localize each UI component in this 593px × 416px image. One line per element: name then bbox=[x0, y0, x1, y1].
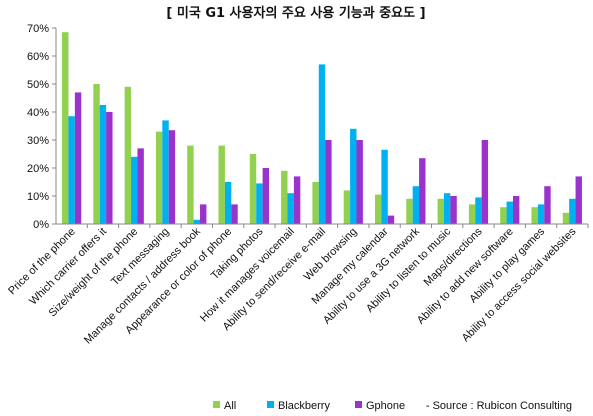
bar-gphone bbox=[512, 196, 520, 224]
y-tick-label: 50% bbox=[27, 79, 49, 91]
bar-blackberry bbox=[443, 193, 451, 224]
y-tick-label: 70% bbox=[27, 23, 49, 35]
bar-blackberry bbox=[131, 156, 138, 224]
bar-gphone bbox=[325, 140, 332, 224]
y-tick-label: 40% bbox=[27, 107, 49, 119]
bar-gphone bbox=[544, 186, 551, 224]
bar-all bbox=[562, 212, 570, 224]
legend-swatch-blackberry bbox=[267, 401, 274, 408]
bar-blackberry bbox=[475, 197, 482, 224]
chart-title: [ 미국 G1 사용자의 주요 사용 기능과 중요도 ] bbox=[166, 5, 425, 21]
bar-gphone bbox=[137, 148, 144, 224]
bar-gphone bbox=[106, 112, 113, 224]
legend-label-blackberry: Blackberry bbox=[278, 400, 330, 412]
legend-label-gphone: Gphone bbox=[366, 400, 405, 412]
bar-gphone bbox=[419, 158, 426, 224]
x-tick-label: Ability to access social websites bbox=[460, 225, 579, 344]
bar-blackberry bbox=[287, 193, 294, 224]
bar-gphone bbox=[231, 204, 238, 224]
bar-all bbox=[62, 32, 69, 225]
source-note: - Source : Rubicon Consulting bbox=[426, 400, 572, 412]
bar-all bbox=[531, 207, 538, 224]
bar-all bbox=[281, 170, 288, 224]
bar-all bbox=[218, 145, 225, 224]
bar-gphone bbox=[168, 130, 176, 224]
bar-all bbox=[93, 84, 100, 224]
bar-gphone bbox=[450, 196, 457, 224]
bar-gphone bbox=[293, 176, 301, 224]
bar-gphone bbox=[575, 176, 582, 224]
bar-blackberry bbox=[224, 182, 232, 224]
legend-label-all: All bbox=[224, 400, 236, 412]
bar-gphone bbox=[387, 215, 395, 224]
bar-gphone bbox=[200, 204, 207, 224]
y-tick-label: 10% bbox=[27, 191, 49, 203]
bar-blackberry bbox=[381, 149, 388, 224]
bar-blackberry bbox=[537, 204, 545, 224]
bar-blackberry bbox=[99, 105, 107, 224]
bar-all bbox=[406, 198, 413, 224]
bar-blackberry bbox=[318, 64, 326, 225]
bar-all bbox=[249, 154, 257, 224]
bar-blackberry bbox=[506, 201, 513, 224]
y-tick-label: 60% bbox=[27, 51, 49, 63]
y-tick-label: 0% bbox=[33, 219, 49, 231]
legend: All Blackberry Gphone bbox=[213, 400, 405, 412]
bar-gphone bbox=[74, 92, 82, 225]
y-tick-label: 20% bbox=[27, 163, 49, 175]
x-tick-label: Manage contacts / address book bbox=[82, 225, 203, 346]
legend-swatch-all bbox=[213, 401, 220, 408]
bars bbox=[62, 32, 582, 225]
bar-all bbox=[468, 204, 476, 224]
bar-all bbox=[155, 131, 163, 224]
bar-all bbox=[500, 207, 507, 224]
bar-all bbox=[343, 190, 351, 224]
bar-gphone bbox=[262, 168, 270, 224]
bar-all bbox=[437, 198, 444, 224]
bar-blackberry bbox=[162, 120, 169, 224]
bar-all bbox=[124, 86, 132, 224]
bar-blackberry bbox=[412, 186, 420, 224]
bar-all bbox=[312, 182, 319, 224]
bar-all bbox=[374, 194, 382, 224]
legend-swatch-gphone bbox=[355, 401, 362, 408]
bar-blackberry bbox=[569, 198, 576, 224]
bar-blackberry bbox=[193, 219, 201, 224]
y-axis: 0% 10% 20% 30% 40% 50% 60% 70% bbox=[27, 23, 57, 231]
bar-gphone bbox=[481, 140, 489, 224]
bar-all bbox=[187, 145, 194, 224]
bar-blackberry bbox=[256, 183, 263, 224]
bar-blackberry bbox=[350, 128, 357, 224]
bar-gphone bbox=[356, 140, 363, 224]
bar-blackberry bbox=[68, 116, 75, 224]
y-tick-label: 30% bbox=[27, 135, 49, 147]
